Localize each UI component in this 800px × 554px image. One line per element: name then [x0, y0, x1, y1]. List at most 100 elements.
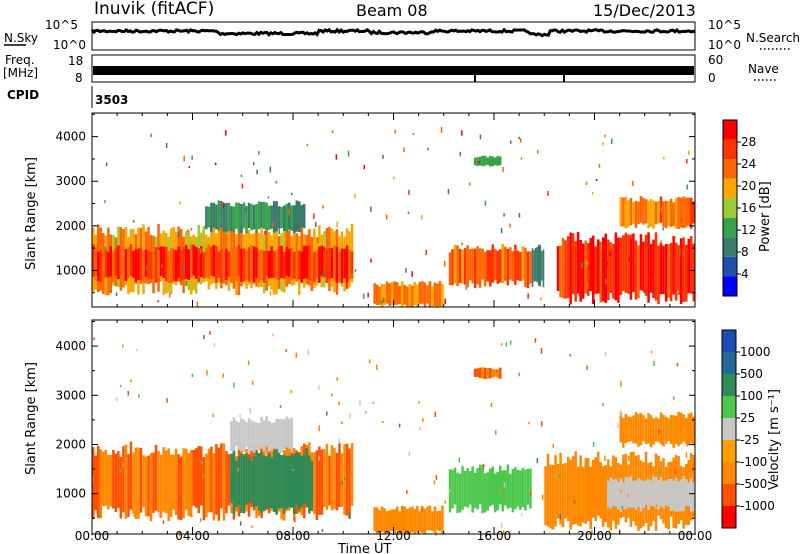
power-cell: [134, 249, 138, 282]
power-cell: [594, 246, 597, 294]
velocity-speckle: [368, 359, 371, 364]
velocity-speckle: [326, 411, 328, 416]
power-cell: [478, 156, 482, 166]
velocity-cell: [313, 452, 316, 514]
velocity-cell: [222, 443, 226, 521]
power-speckle: [388, 291, 390, 294]
power-cell: [494, 157, 497, 166]
velocity-cell: [569, 459, 572, 530]
power-cell: [245, 206, 248, 234]
power-cell: [682, 237, 685, 302]
velocity-cell: [657, 480, 660, 510]
power-colorbar-tick: 28: [741, 135, 756, 149]
power-cell: [190, 244, 193, 278]
x-tick-label: 08:00: [276, 529, 311, 543]
velocity-cell: [607, 480, 610, 508]
power-cell: [92, 244, 95, 277]
velocity-cell: [478, 464, 482, 505]
power-cell: [391, 282, 394, 306]
velocity-cell: [167, 448, 170, 521]
power-colorbar-swatch: [723, 198, 737, 218]
velocity-speckle: [659, 469, 661, 476]
velocity-speckle: [93, 337, 95, 341]
power-cell: [235, 202, 238, 229]
power-speckle: [674, 236, 676, 240]
velocity-cell: [293, 453, 296, 515]
velocity-speckle: [203, 334, 205, 339]
power-cell: [280, 245, 283, 278]
velocity-speckle: [115, 397, 118, 402]
power-cell: [272, 201, 276, 233]
power-cell: [667, 244, 670, 298]
power-speckle: [159, 247, 161, 250]
power-cell: [185, 245, 188, 279]
power-cell: [682, 196, 685, 229]
power-speckle: [183, 155, 185, 162]
power-speckle: [382, 297, 385, 303]
power-speckle: [581, 262, 583, 269]
power-cell: [313, 251, 316, 283]
power-speckle: [421, 215, 423, 220]
velocity-speckle: [162, 520, 165, 524]
velocity-cell: [323, 449, 326, 508]
velocity-cell: [265, 455, 268, 509]
power-cell: [637, 245, 640, 299]
power-cell: [667, 201, 670, 226]
velocity-cell: [398, 511, 401, 534]
power-cell: [260, 249, 263, 281]
power-cell: [267, 251, 271, 279]
power-cell: [222, 249, 226, 281]
power-speckle: [187, 229, 189, 233]
power-cell: [584, 240, 587, 294]
power-speckle: [354, 269, 357, 272]
velocity-cell: [185, 448, 188, 510]
power-cell: [426, 285, 429, 304]
velocity-cell: [501, 470, 504, 512]
velocity-speckle: [490, 402, 493, 408]
velocity-cell: [483, 473, 487, 513]
velocity-cell: [649, 480, 653, 506]
velocity-cell: [250, 461, 253, 503]
power-speckle: [269, 166, 272, 173]
power-cell: [534, 248, 537, 281]
power-ylabel: Slant Range [km]: [24, 157, 39, 270]
velocity-speckle: [496, 369, 498, 372]
power-speckle: [381, 300, 383, 304]
power-speckle: [157, 300, 159, 303]
velocity-cell: [109, 455, 113, 507]
velocity-speckle: [419, 427, 421, 431]
power-speckle: [354, 193, 356, 199]
velocity-cell: [348, 448, 351, 519]
power-cell: [250, 203, 253, 231]
power-speckle: [440, 127, 443, 133]
power-cell: [542, 249, 545, 288]
velocity-cell: [92, 447, 95, 519]
power-cell: [687, 197, 690, 226]
velocity-cell: [682, 476, 685, 512]
power-cell: [458, 248, 462, 283]
velocity-cell: [667, 418, 670, 442]
power-cell: [501, 243, 504, 284]
power-speckle: [461, 130, 463, 136]
velocity-speckle: [130, 379, 132, 383]
velocity-cell: [172, 454, 175, 510]
power-cell: [629, 235, 633, 300]
velocity-cell: [622, 482, 625, 510]
velocity-cell: [674, 415, 678, 444]
power-cell: [245, 250, 248, 281]
velocity-cell: [340, 453, 344, 507]
power-cell: [303, 204, 306, 229]
power-cell: [441, 283, 444, 307]
velocity-cell: [476, 468, 479, 510]
power-colorbar-swatch: [723, 120, 737, 140]
power-cell: [300, 251, 303, 283]
velocity-cell: [139, 448, 143, 513]
power-cell: [205, 247, 208, 278]
velocity-cell: [393, 509, 396, 534]
power-speckle: [412, 132, 415, 136]
velocity-cell: [207, 448, 211, 513]
velocity-cell: [489, 468, 492, 507]
velocity-cell: [524, 469, 527, 511]
velocity-speckle: [276, 472, 278, 475]
velocity-speckle: [331, 393, 333, 397]
